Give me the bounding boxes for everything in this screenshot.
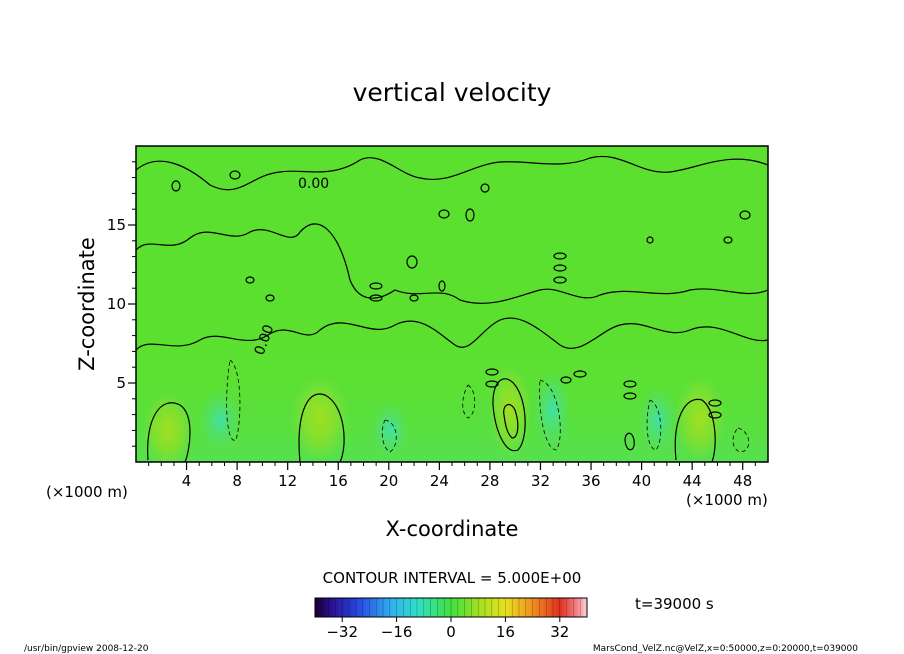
y-axis-label: Z-coordinate	[75, 237, 99, 371]
x-unit-right: (×1000 m)	[686, 491, 768, 509]
x-tick-label: 16	[329, 472, 348, 490]
x-axis: 4 8 12 16 20 24 28 32 36 40 44 48	[148, 462, 756, 490]
updraft-region	[290, 373, 350, 462]
plot-area	[136, 146, 768, 462]
x-tick-label: 28	[480, 472, 499, 490]
footer-right: MarsCond_VelZ.nc@VelZ,x=0:50000,z=0:2000…	[593, 644, 858, 654]
contour-interval: CONTOUR INTERVAL = 5.000E+00	[323, 569, 582, 587]
x-axis-label: X-coordinate	[386, 517, 519, 541]
colorbar-tick-label: 32	[550, 623, 569, 641]
x-tick-label: 32	[531, 472, 550, 490]
x-tick-label: 4	[182, 472, 192, 490]
time-label: t=39000 s	[635, 595, 714, 613]
colorbar-tick-label: 16	[496, 623, 515, 641]
downdraft-region	[532, 368, 572, 452]
y-tick-label: 5	[116, 374, 126, 392]
x-tick-label: 20	[379, 472, 398, 490]
x-tick-label: 44	[683, 472, 702, 490]
x-tick-label: 48	[733, 472, 752, 490]
chart-title: vertical velocity	[353, 78, 552, 107]
footer-left: /usr/bin/gpview 2008-12-20	[24, 644, 149, 654]
colorbar-tick-label: 0	[446, 623, 456, 641]
colorbar-ticks: −32 −16 0 16 32	[321, 598, 581, 641]
colorbar-tick-label: −32	[326, 623, 358, 641]
updraft-region	[142, 390, 194, 462]
x-unit-left: (×1000 m)	[46, 483, 128, 501]
downdraft-region	[370, 400, 410, 460]
downdraft-region	[638, 384, 678, 456]
y-tick-label: 10	[107, 295, 126, 313]
x-tick-label: 8	[232, 472, 242, 490]
x-tick-label: 12	[278, 472, 297, 490]
contour-label: 0.00	[298, 176, 329, 192]
y-axis: 5 10 15	[107, 161, 136, 447]
updraft-region	[488, 362, 532, 458]
x-tick-label: 24	[430, 472, 449, 490]
x-tick-label: 40	[632, 472, 651, 490]
negative-contours	[226, 359, 750, 453]
colorbar-tick-label: −16	[381, 623, 413, 641]
downdraft-region	[198, 388, 242, 452]
y-tick-label: 15	[107, 216, 126, 234]
updraft-region	[674, 374, 726, 462]
contour-lines	[136, 155, 768, 462]
x-tick-label: 36	[581, 472, 600, 490]
